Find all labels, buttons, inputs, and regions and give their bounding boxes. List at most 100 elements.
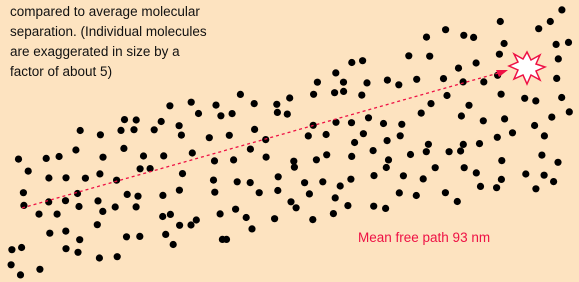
molecule	[384, 77, 391, 84]
molecule	[62, 245, 69, 252]
molecule	[8, 246, 15, 253]
molecule	[348, 59, 355, 66]
molecule	[477, 183, 484, 190]
molecule	[189, 149, 196, 156]
molecule	[460, 78, 467, 85]
molecule	[331, 89, 338, 96]
molecule	[62, 228, 69, 235]
molecule	[226, 132, 233, 139]
molecule	[251, 126, 258, 133]
molecule	[347, 176, 354, 183]
molecule	[363, 79, 370, 86]
molecule	[532, 97, 539, 104]
molecule	[217, 112, 224, 119]
molecule	[460, 141, 467, 148]
molecule	[112, 203, 119, 210]
molecule	[553, 41, 560, 48]
molecule	[323, 131, 330, 138]
molecule	[99, 154, 106, 161]
molecule	[558, 6, 565, 13]
molecule	[160, 152, 167, 159]
molecule	[159, 192, 166, 199]
molecule	[263, 154, 270, 161]
molecule	[332, 119, 339, 126]
molecule	[20, 189, 27, 196]
molecule	[195, 110, 202, 117]
molecule	[432, 164, 439, 171]
molecule	[273, 101, 280, 108]
molecule	[247, 179, 254, 186]
molecule	[565, 39, 572, 46]
molecule	[413, 192, 420, 199]
molecule	[532, 185, 539, 192]
molecule	[497, 18, 504, 25]
molecule	[455, 65, 462, 72]
molecule	[370, 172, 377, 179]
molecule	[237, 91, 244, 98]
molecule	[284, 111, 291, 118]
molecule	[385, 156, 392, 163]
molecule	[330, 210, 337, 217]
molecule	[176, 122, 183, 129]
molecule	[133, 203, 140, 210]
molecule	[476, 140, 483, 147]
molecule	[501, 115, 508, 122]
molecule	[25, 168, 32, 175]
molecule	[440, 75, 447, 82]
molecule	[178, 132, 185, 139]
molecule	[553, 75, 560, 82]
molecule	[286, 94, 293, 101]
molecule	[54, 211, 61, 218]
molecule	[360, 130, 367, 137]
molecule	[332, 194, 339, 201]
molecule	[380, 120, 387, 127]
molecule	[72, 146, 79, 153]
molecule	[75, 203, 82, 210]
molecule	[167, 211, 174, 218]
molecule	[531, 122, 538, 129]
molecule	[130, 126, 137, 133]
molecule	[8, 261, 15, 268]
molecule	[223, 236, 230, 243]
molecule	[521, 95, 528, 102]
molecule	[509, 129, 516, 136]
molecule	[359, 57, 366, 64]
molecule	[274, 187, 281, 194]
path-label: Mean free path 93 nm	[358, 230, 490, 245]
molecule	[94, 221, 101, 228]
molecule	[82, 175, 89, 182]
molecule	[397, 132, 404, 139]
molecule	[305, 132, 312, 139]
molecule	[234, 178, 241, 185]
molecule	[114, 253, 121, 260]
molecule	[134, 193, 141, 200]
molecule	[425, 141, 432, 148]
molecule	[547, 18, 554, 25]
molecule	[211, 157, 218, 164]
molecule	[465, 102, 472, 109]
molecule	[176, 187, 183, 194]
molecule	[313, 156, 320, 163]
molecule	[548, 114, 555, 121]
diagram: compared to average molecular separation…	[0, 0, 579, 282]
molecule	[498, 176, 505, 183]
molecule	[301, 179, 308, 186]
molecule	[230, 156, 237, 163]
molecule	[162, 231, 169, 238]
molecule	[159, 213, 166, 220]
molecule	[332, 69, 339, 76]
molecule	[210, 177, 217, 184]
molecule	[418, 110, 425, 117]
molecule	[251, 100, 258, 107]
molecule	[120, 145, 127, 152]
molecule	[340, 88, 347, 95]
molecule	[442, 189, 449, 196]
molecule	[243, 214, 250, 221]
molecule	[541, 172, 548, 179]
molecule	[15, 156, 22, 163]
molecule	[77, 127, 84, 134]
molecule	[457, 147, 464, 154]
molecule	[229, 110, 236, 117]
molecule	[247, 146, 254, 153]
molecule	[248, 225, 255, 232]
